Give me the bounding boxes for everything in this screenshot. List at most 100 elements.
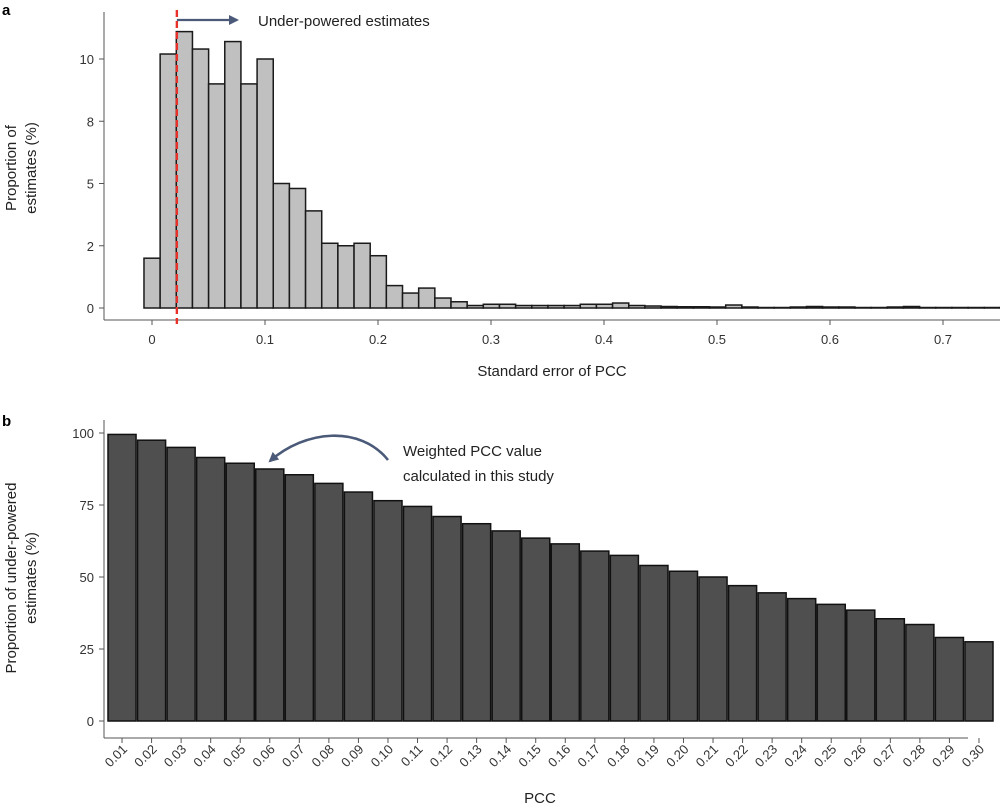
panel-a-bar xyxy=(692,306,711,309)
panel-a-bar xyxy=(450,301,468,309)
panel-a-bar xyxy=(320,242,339,309)
panel-a-y-tick-label: 10 xyxy=(80,52,94,67)
panel-b-y-tick-label: 50 xyxy=(80,570,94,585)
panel-b-bar xyxy=(314,482,344,722)
panel-a-bar xyxy=(660,305,678,309)
panel-b-x-tick-label: 0.30 xyxy=(959,742,988,771)
panel-b-bars xyxy=(107,433,994,722)
panel-b-x-tick-label: 0.06 xyxy=(249,742,278,771)
panel-a-bar xyxy=(902,305,921,309)
panel-a-bar xyxy=(256,58,274,309)
panel-b-annotation-line2: calculated in this study xyxy=(403,468,554,485)
panel-a-y-ticks: 0 2 5 8 10 xyxy=(80,52,104,316)
panel-b-bar xyxy=(491,530,521,722)
panel-a-bars xyxy=(143,30,1000,309)
panel-a-y-tick-label: 5 xyxy=(87,177,94,192)
panel-b-bar xyxy=(255,468,285,722)
panel-a-bar xyxy=(337,245,355,309)
panel-a-bar xyxy=(789,306,808,309)
panel-b-x-tick-label: 0.22 xyxy=(722,742,751,771)
panel-b-bar xyxy=(609,554,640,722)
panel-b-y-tick-label: 25 xyxy=(80,642,94,657)
panel-a-bar xyxy=(708,306,727,309)
panel-a-x-tick-label: 0.3 xyxy=(482,332,500,347)
panel-a-x-tick-label: 0.6 xyxy=(821,332,839,347)
panel-a-bar xyxy=(191,48,210,309)
panel-a-x-tick-label: 0 xyxy=(148,332,155,347)
panel-b-x-label: PCC xyxy=(524,790,556,807)
panel-b-x-tick-label: 0.03 xyxy=(161,742,190,771)
panel-a-bar xyxy=(304,210,323,309)
panel-a-bar xyxy=(579,303,598,309)
panel-b-bar xyxy=(757,592,787,722)
panel-b-x-tick-label: 0.23 xyxy=(752,742,781,771)
panel-b-bar xyxy=(225,462,255,722)
panel-a-bar xyxy=(482,303,501,309)
panel-b-x-tick-label: 0.07 xyxy=(279,742,308,771)
panel-a-bar xyxy=(466,304,485,309)
panel-b-x-ticks: 0.01 0.02 0.03 0.04 0.05 0.06 0.07 0.08 0.09 0.10… xyxy=(102,738,987,770)
panel-b-x-tick-label: 0.10 xyxy=(368,742,397,771)
panel-b-x-tick-label: 0.02 xyxy=(131,742,160,771)
panel-a-bar xyxy=(644,305,662,309)
panel-a-bar xyxy=(353,242,371,309)
panel-a-bar xyxy=(514,304,533,309)
panel-a-y-tick-label: 8 xyxy=(87,114,94,129)
panel-b-x-tick-label: 0.27 xyxy=(870,742,899,771)
panel-b-bar xyxy=(550,543,581,722)
panel-a-x-tick-label: 0.1 xyxy=(256,332,274,347)
panel-b-bar xyxy=(520,537,551,722)
panel-a-bar xyxy=(498,303,517,309)
panel-b-y-ticks: 0 25 50 75 100 xyxy=(72,426,104,729)
panel-a-bar xyxy=(821,306,840,309)
panel-a-bar xyxy=(175,30,194,309)
panel-a-y-label-line2: estimates (%) xyxy=(23,122,40,214)
panel-a-y-tick-label: 2 xyxy=(87,239,94,254)
panel-a-bar xyxy=(676,306,695,309)
panel-a-bar xyxy=(611,302,630,309)
panel-b-bar-chart: 0.01 0.02 0.03 0.04 0.05 0.06 0.07 0.08 0.09 0.10… xyxy=(3,420,994,807)
panel-a-x-tick-label: 0.4 xyxy=(595,332,613,347)
panel-a-bar xyxy=(838,306,856,309)
panel-a-bar xyxy=(385,284,404,309)
panel-b-y-tick-label: 75 xyxy=(80,498,94,513)
panel-b-bar xyxy=(166,446,196,722)
panel-b-bar xyxy=(432,515,462,722)
panel-b-bar xyxy=(373,499,403,722)
panel-b-bar xyxy=(284,474,315,722)
panel-b-x-tick-label: 0.25 xyxy=(811,742,840,771)
panel-a-x-label: Standard error of PCC xyxy=(477,363,626,380)
panel-a-bar xyxy=(531,304,549,309)
panel-b-annotation-line1: Weighted PCC value xyxy=(403,443,542,460)
panel-b-bar xyxy=(727,584,758,722)
panel-b-bar xyxy=(698,576,728,722)
panel-b-bar xyxy=(461,522,492,722)
panel-b-x-tick-label: 0.14 xyxy=(486,742,515,771)
panel-b-bar xyxy=(195,456,226,722)
panel-a-bar xyxy=(224,40,242,309)
panel-b-x-tick-label: 0.09 xyxy=(338,742,367,771)
panel-a-y-label-line1: Proportion of xyxy=(3,124,20,211)
panel-b-x-tick-label: 0.21 xyxy=(693,742,722,771)
panel-b-x-tick-label: 0.16 xyxy=(545,742,574,771)
panel-a-x-tick-label: 0.7 xyxy=(934,332,952,347)
panel-b-bar xyxy=(107,433,137,722)
panel-b-bar xyxy=(343,491,374,722)
panel-b-bar xyxy=(639,564,669,722)
panel-a-x-tick-label: 0.5 xyxy=(708,332,726,347)
panel-a-bar xyxy=(724,304,743,309)
panel-a-bar xyxy=(143,257,161,309)
panel-b-x-tick-label: 0.04 xyxy=(190,742,219,771)
panel-b-bar xyxy=(580,550,610,722)
panel-b-x-tick-label: 0.29 xyxy=(929,742,958,771)
panel-a-bar xyxy=(401,292,420,309)
panel-b-x-tick-label: 0.08 xyxy=(308,742,337,771)
panel-a-bar xyxy=(627,304,646,309)
panel-b-x-tick-label: 0.17 xyxy=(574,742,603,771)
panel-b-y-label-line2: estimates (%) xyxy=(23,532,40,624)
panel-b-bar xyxy=(905,623,935,722)
panel-b-bar xyxy=(964,641,994,722)
panel-b-x-tick-label: 0.18 xyxy=(604,742,633,771)
panel-b-x-tick-label: 0.12 xyxy=(427,742,456,771)
